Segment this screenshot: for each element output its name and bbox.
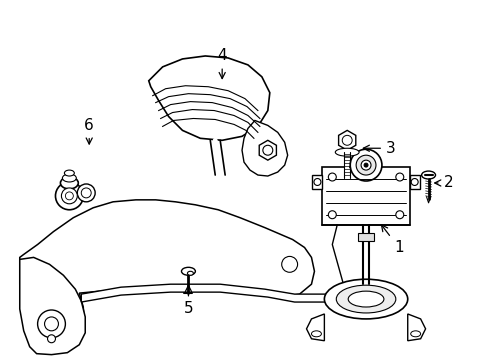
Polygon shape [148, 56, 269, 140]
Ellipse shape [181, 267, 195, 275]
Circle shape [327, 211, 336, 219]
Polygon shape [20, 200, 314, 354]
Polygon shape [407, 314, 425, 341]
Polygon shape [338, 130, 355, 150]
Circle shape [327, 173, 336, 181]
Circle shape [342, 135, 351, 145]
Ellipse shape [324, 279, 407, 319]
Circle shape [77, 184, 95, 202]
Polygon shape [357, 233, 373, 240]
Text: 2: 2 [434, 175, 452, 190]
Text: 3: 3 [363, 141, 395, 156]
Ellipse shape [336, 285, 395, 313]
Circle shape [44, 317, 59, 331]
Polygon shape [322, 167, 409, 225]
Circle shape [263, 145, 272, 155]
Ellipse shape [64, 170, 74, 176]
Ellipse shape [187, 271, 193, 275]
Circle shape [360, 160, 370, 170]
Circle shape [349, 149, 381, 181]
Circle shape [38, 310, 65, 338]
Text: 1: 1 [381, 225, 403, 255]
Circle shape [55, 182, 83, 210]
Polygon shape [242, 121, 287, 176]
Polygon shape [259, 140, 276, 160]
Circle shape [61, 188, 77, 204]
Ellipse shape [335, 148, 358, 156]
Polygon shape [81, 284, 339, 302]
Polygon shape [312, 175, 322, 189]
Circle shape [81, 188, 91, 198]
Circle shape [313, 179, 320, 185]
Ellipse shape [421, 171, 435, 179]
Ellipse shape [62, 174, 76, 182]
Polygon shape [20, 257, 85, 355]
Circle shape [47, 335, 55, 343]
Ellipse shape [410, 331, 420, 337]
Circle shape [395, 173, 403, 181]
Circle shape [65, 192, 73, 200]
Ellipse shape [311, 331, 321, 337]
Text: 5: 5 [183, 285, 193, 316]
Circle shape [281, 256, 297, 272]
Text: 6: 6 [84, 118, 94, 144]
Polygon shape [306, 314, 324, 341]
Circle shape [395, 211, 403, 219]
Ellipse shape [347, 291, 383, 307]
Text: 4: 4 [217, 49, 226, 78]
Circle shape [364, 163, 367, 167]
Circle shape [410, 179, 417, 185]
Circle shape [355, 155, 375, 175]
Ellipse shape [61, 177, 78, 189]
Polygon shape [409, 175, 419, 189]
